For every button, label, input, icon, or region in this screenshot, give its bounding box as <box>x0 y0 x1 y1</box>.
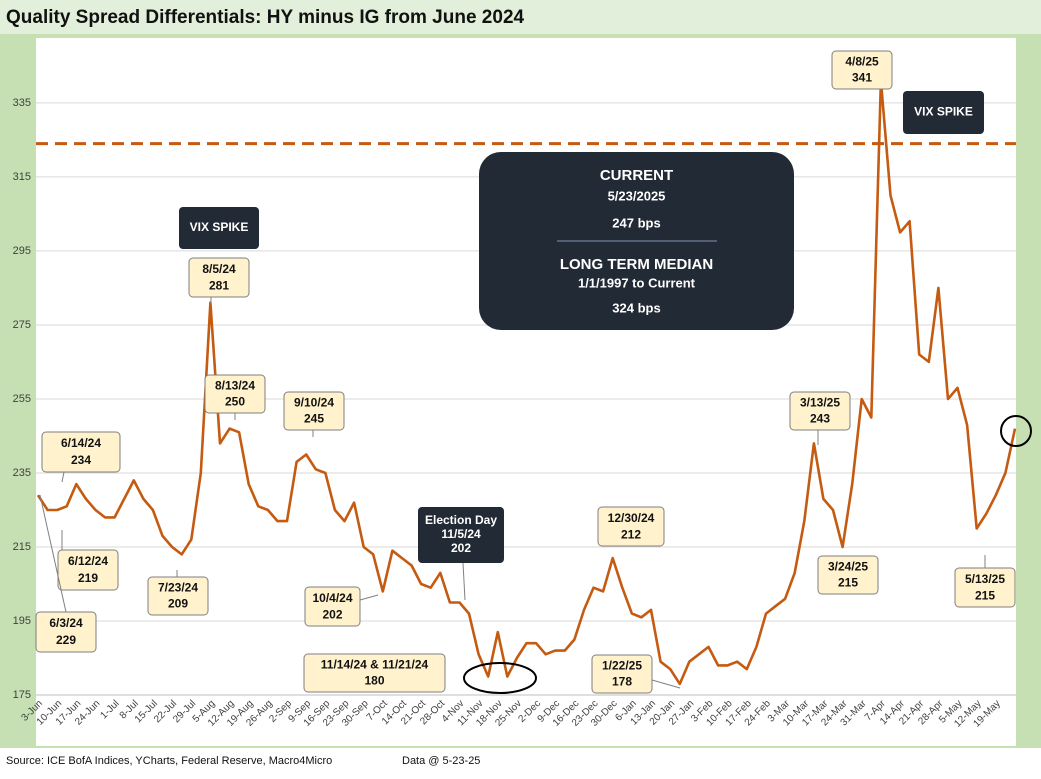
callout-label: 4/8/25 <box>845 55 879 69</box>
callout-value: 281 <box>209 278 229 292</box>
source: Source: ICE BofA Indices, YCharts, Feder… <box>6 755 332 767</box>
summary-median-title: LONG TERM MEDIAN <box>560 256 713 273</box>
callout-label: 9/10/24 <box>294 396 334 410</box>
callout-value: 178 <box>612 675 632 689</box>
chart-title: Quality Spread Differentials: HY minus I… <box>6 7 525 28</box>
callout-value: 215 <box>975 588 995 602</box>
callout-leader <box>651 679 681 689</box>
y-tick-label: 315 <box>13 171 31 183</box>
y-tick-label: 335 <box>13 97 31 109</box>
summary-median-period: 1/1/1997 to Current <box>578 275 696 290</box>
callout-label: 3/24/25 <box>828 560 868 574</box>
callout-label: 8/13/24 <box>215 379 255 393</box>
callout-value: 212 <box>621 527 641 541</box>
highlight-circle <box>1000 415 1032 447</box>
callout-label: 8/5/24 <box>202 262 236 276</box>
callout-value: 229 <box>56 633 76 647</box>
election-value: 202 <box>451 541 471 555</box>
callout-label: 6/3/24 <box>49 616 83 630</box>
callout-label: 11/14/24 & 11/21/24 <box>321 658 429 672</box>
callout-value: 219 <box>78 571 98 585</box>
callout-value: 250 <box>225 395 245 409</box>
y-tick-label: 295 <box>13 245 31 257</box>
callout-value: 202 <box>322 607 342 621</box>
callout-box <box>789 391 851 431</box>
highlight-ellipse <box>463 662 537 694</box>
election-date: 11/5/24 <box>441 527 481 541</box>
election-label: Election Day <box>425 513 497 527</box>
vix-box <box>903 91 984 134</box>
y-tick-label: 215 <box>13 541 31 553</box>
summary-median-value: 324 bps <box>612 300 660 315</box>
data-date: Data @ 5-23-25 <box>402 755 480 767</box>
election-leader <box>462 562 466 601</box>
callout-box <box>204 374 266 414</box>
y-tick-label: 235 <box>13 467 31 479</box>
callout-label: 6/12/24 <box>68 554 108 568</box>
callout-label: 1/22/25 <box>602 659 642 673</box>
vix-label: VIX SPIKE <box>190 220 249 234</box>
callout-box <box>35 611 97 653</box>
callout-box <box>831 50 893 90</box>
vix-label: VIX SPIKE <box>914 105 973 119</box>
callout-box <box>304 586 361 627</box>
summary-current-date: 5/23/2025 <box>608 188 666 203</box>
y-tick-label: 275 <box>13 319 31 331</box>
callout-label: 3/13/25 <box>800 396 840 410</box>
summary-current-value: 247 bps <box>612 215 660 230</box>
title-bar <box>0 0 1041 34</box>
callout-leader <box>359 594 379 601</box>
callout-label: 5/13/25 <box>965 572 1005 586</box>
election-box <box>418 507 504 563</box>
callout-value: 234 <box>71 453 91 467</box>
callout-leader <box>39 494 67 613</box>
footer-bar <box>0 748 1041 774</box>
callout-box <box>591 654 653 694</box>
callout-box <box>303 653 446 693</box>
callout-box <box>188 257 250 298</box>
vix-box <box>179 207 259 249</box>
y-tick-label: 255 <box>13 393 31 405</box>
callout-box <box>597 506 665 547</box>
callout-value: 215 <box>838 576 858 590</box>
plot-area <box>36 38 1016 746</box>
callout-label: 7/23/24 <box>158 581 198 595</box>
callout-label: 6/14/24 <box>61 436 101 450</box>
callout-box <box>283 391 345 431</box>
callout-value: 209 <box>168 597 188 611</box>
callout-value: 243 <box>810 412 830 426</box>
y-tick-label: 175 <box>13 689 31 701</box>
callout-label: 12/30/24 <box>608 511 655 525</box>
callout-label: 10/4/24 <box>312 591 352 605</box>
callout-leader <box>61 471 65 483</box>
callout-value: 341 <box>852 71 872 85</box>
callout-box <box>57 549 119 591</box>
callout-box <box>41 431 121 473</box>
callout-value: 245 <box>304 412 324 426</box>
summary-current-title: CURRENT <box>600 167 673 184</box>
callout-box <box>954 567 1016 608</box>
callout-box <box>147 576 209 616</box>
y-tick-label: 195 <box>13 615 31 627</box>
callout-value: 180 <box>364 674 384 688</box>
data-line <box>36 79 1017 686</box>
callout-box <box>817 555 879 595</box>
